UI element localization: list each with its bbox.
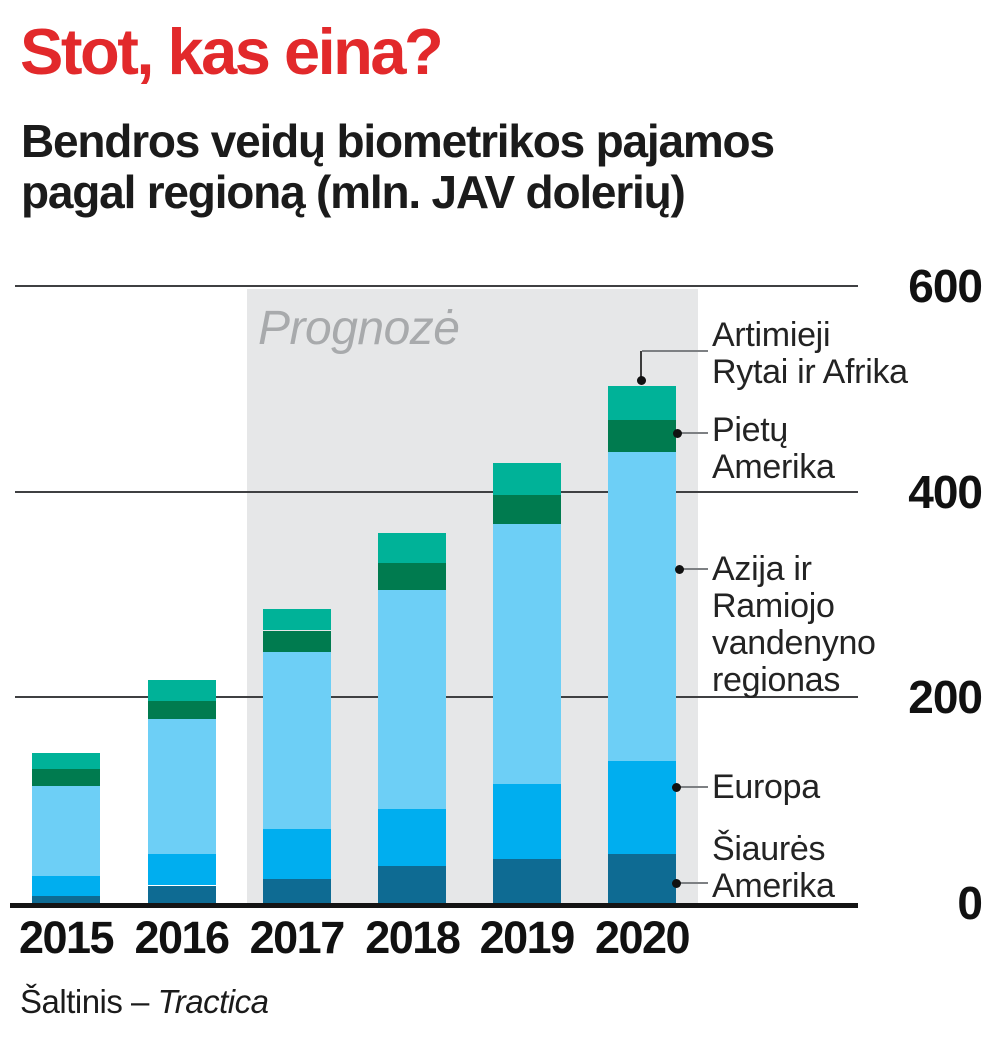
bar-segment-2020-europa (608, 761, 676, 854)
annotation-north-america: Šiaurės Amerika (712, 831, 835, 905)
bar-segment-2017-north_america (262, 879, 331, 903)
source-prefix: Šaltinis – (20, 983, 158, 1020)
x-axis-label-2018: 2018 (365, 912, 461, 963)
annotation-europe: Europa (712, 769, 820, 806)
leader-line-apac (680, 568, 708, 570)
page-title: Stot, kas eina? (20, 15, 444, 88)
annotation-line: Europa (712, 768, 820, 806)
x-axis-label-2020: 2020 (594, 912, 691, 963)
bar-segment-2019-pietu_amerika (492, 494, 561, 524)
annotation-line: Šiaurės (712, 830, 826, 868)
bar-segment-2016-apac (147, 718, 216, 854)
bar-segment-2015-europa (32, 876, 100, 896)
bar-segment-2018-apac (378, 590, 447, 810)
x-axis-label-2019: 2019 (479, 912, 576, 963)
annotation-line: Azija ir (712, 550, 812, 588)
x-axis-label-2016: 2016 (134, 912, 230, 963)
bar-segment-2017-apac (262, 652, 331, 829)
leader-line-mea-horizontal (642, 350, 708, 352)
leader-dot-mea (637, 376, 646, 385)
leader-line-europa (677, 786, 708, 788)
source-line: Šaltinis – Tractica (20, 983, 269, 1021)
bar-segment-2018-mea (378, 532, 447, 563)
annotation-middle-east-africa: Artimieji Rytai ir Afrika (712, 317, 908, 391)
annotation-line: regionas (712, 661, 841, 699)
bar-segment-2015-mea (32, 752, 100, 770)
bar-segment-2018-north_america (378, 866, 447, 903)
leader-dot-apac (675, 565, 684, 574)
gridline-400 (15, 490, 858, 493)
bar-segment-2019-europa (492, 783, 561, 859)
bar-segment-2015-apac (32, 785, 100, 877)
bar-segment-2020-mea (608, 385, 676, 420)
bar-segment-2019-apac (492, 523, 561, 784)
y-axis-tick-200: 200 (908, 671, 983, 723)
bar-segment-2019-north_america (492, 858, 561, 903)
annotation-line: Ramiojo (712, 587, 835, 625)
x-axis-label-2015: 2015 (18, 912, 115, 963)
chart-subtitle: Bendros veidų biometrikos pajamos pagal … (21, 115, 775, 218)
bar-segment-2016-pietu_amerika (147, 701, 216, 719)
annotation-asia-pacific: Azija ir Ramiojo vandenyno regionas (712, 551, 876, 699)
bar-segment-2015-north_america (32, 895, 100, 903)
bar-segment-2018-pietu_amerika (378, 562, 447, 591)
bar-segment-2016-europa (147, 853, 216, 886)
y-axis-tick-600: 600 (908, 260, 983, 312)
y-axis-tick-400: 400 (908, 466, 983, 518)
annotation-line: Pietų (712, 411, 788, 449)
bar-segment-2017-mea (262, 608, 331, 631)
x-axis-label-2017: 2017 (249, 912, 346, 963)
annotation-line: vandenyno (712, 624, 876, 662)
bar-segment-2017-pietu_amerika (262, 630, 331, 653)
annotation-line: Amerika (712, 867, 835, 905)
y-axis-tick-0: 0 (957, 877, 983, 929)
forecast-label: Prognozė (258, 302, 460, 355)
gridline-600 (15, 285, 858, 287)
annotation-line: Artimieji (712, 316, 831, 354)
bar-segment-2020-apac (608, 451, 676, 762)
annotation-south-america: Pietų Amerika (712, 412, 835, 486)
subtitle-line-2: pagal regioną (mln. JAV dolerių) (21, 166, 686, 218)
bar-segment-2020-pietu_amerika (608, 419, 676, 452)
bar-segment-2016-mea (147, 679, 216, 702)
leader-line-pietu (678, 432, 708, 434)
bar-segment-2016-north_america (147, 885, 216, 903)
bar-segment-2017-europa (262, 829, 331, 880)
annotation-line: Rytai ir Afrika (712, 353, 908, 391)
bar-segment-2018-europa (378, 809, 447, 866)
leader-dot-siaures (672, 879, 681, 888)
bar-segment-2019-mea (492, 462, 561, 495)
annotation-line: Amerika (712, 448, 835, 486)
bar-segment-2020-north_america (608, 853, 676, 903)
leader-dot-pietu (673, 429, 682, 438)
leader-line-mea-vertical (640, 351, 642, 381)
x-axis-baseline (10, 903, 858, 908)
leader-dot-europa (672, 783, 681, 792)
subtitle-line-1: Bendros veidų biometrikos pajamos (21, 115, 775, 167)
bar-segment-2015-pietu_amerika (32, 769, 100, 786)
leader-line-siaures (677, 882, 708, 884)
source-name: Tractica (157, 983, 269, 1020)
